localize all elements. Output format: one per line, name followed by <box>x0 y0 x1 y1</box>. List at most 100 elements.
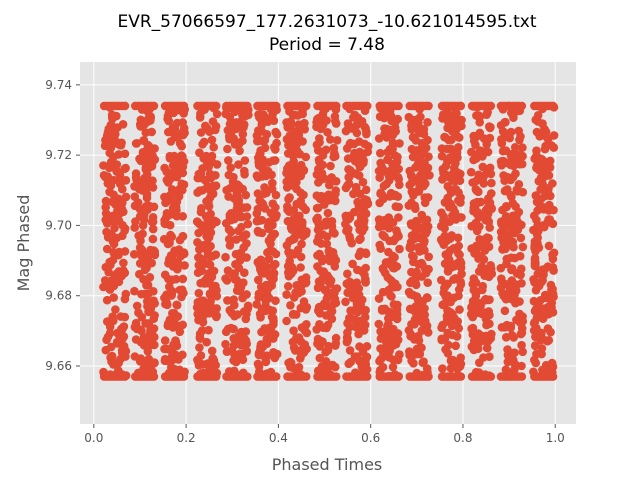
data-point <box>205 251 215 261</box>
data-point <box>405 304 415 314</box>
data-point <box>385 144 395 154</box>
data-point <box>502 202 512 212</box>
data-point <box>296 263 305 272</box>
data-point <box>456 353 466 363</box>
data-point <box>171 170 181 179</box>
data-point <box>117 348 127 358</box>
data-point <box>331 116 340 126</box>
data-point <box>354 284 364 293</box>
data-point <box>439 216 448 226</box>
data-point <box>104 124 114 134</box>
data-point <box>548 362 558 372</box>
data-point <box>510 348 519 358</box>
data-point <box>205 289 215 298</box>
data-point <box>207 157 217 167</box>
data-point <box>516 233 526 243</box>
data-point <box>408 251 417 260</box>
data-point <box>202 337 211 347</box>
data-point <box>395 180 404 190</box>
data-point <box>271 372 281 381</box>
data-point <box>376 344 385 353</box>
data-point <box>343 335 353 345</box>
data-point <box>105 148 114 158</box>
data-point <box>109 360 118 369</box>
data-point <box>480 296 489 305</box>
data-point <box>477 174 486 183</box>
data-point <box>518 151 527 161</box>
data-point <box>282 168 291 178</box>
data-point <box>543 324 553 333</box>
data-point <box>262 188 271 198</box>
data-point <box>496 283 506 293</box>
data-point <box>270 142 279 152</box>
data-point <box>241 327 251 336</box>
data-point <box>240 111 250 121</box>
data-point <box>209 356 219 365</box>
data-point <box>374 215 384 224</box>
data-point <box>242 239 251 248</box>
data-point <box>405 347 414 356</box>
data-point <box>356 247 365 257</box>
data-point <box>451 341 461 351</box>
data-point <box>231 357 241 367</box>
data-point <box>170 246 179 255</box>
data-point <box>283 202 292 211</box>
data-point <box>487 189 496 198</box>
data-point <box>108 197 117 207</box>
data-point <box>395 139 404 148</box>
data-point <box>282 290 291 299</box>
data-point <box>417 138 427 148</box>
data-point <box>238 335 248 344</box>
data-point <box>529 211 539 221</box>
data-points <box>99 101 559 381</box>
data-point <box>541 336 551 345</box>
data-point <box>500 186 510 196</box>
data-point <box>200 175 210 185</box>
data-point <box>445 123 455 133</box>
data-point <box>475 198 484 207</box>
x-axis-label: Phased Times <box>272 455 383 474</box>
data-point <box>297 239 306 249</box>
data-point <box>538 276 547 285</box>
data-point <box>160 336 170 345</box>
data-point <box>482 165 491 174</box>
data-point <box>268 199 278 208</box>
data-point <box>424 252 434 262</box>
data-point <box>548 250 557 259</box>
data-point <box>454 133 464 142</box>
data-point <box>455 305 464 314</box>
data-point <box>485 223 495 232</box>
data-point <box>358 177 368 187</box>
data-point <box>221 252 230 262</box>
data-point <box>503 345 512 354</box>
data-point <box>136 354 145 363</box>
data-point <box>361 209 371 218</box>
data-point <box>121 163 130 173</box>
data-point <box>226 236 235 245</box>
data-point <box>240 268 249 278</box>
data-point <box>196 296 206 306</box>
data-point <box>163 235 172 245</box>
data-point <box>443 349 453 358</box>
data-point <box>534 165 544 175</box>
data-point <box>115 332 125 342</box>
data-point <box>395 350 404 359</box>
data-point <box>346 166 355 175</box>
data-point <box>517 279 526 288</box>
data-point <box>211 281 220 291</box>
data-point <box>384 221 394 231</box>
y-tick-label: 9.68 <box>45 289 72 303</box>
data-point <box>293 165 302 174</box>
data-point <box>509 333 518 342</box>
data-point <box>530 242 539 252</box>
data-point <box>405 166 415 176</box>
data-point <box>112 139 121 148</box>
data-point <box>376 189 385 199</box>
data-point <box>131 139 141 148</box>
data-point <box>349 189 358 199</box>
data-point <box>147 127 156 137</box>
data-point <box>101 209 111 218</box>
data-point <box>417 210 427 220</box>
data-point <box>415 182 424 191</box>
data-point <box>240 170 249 179</box>
